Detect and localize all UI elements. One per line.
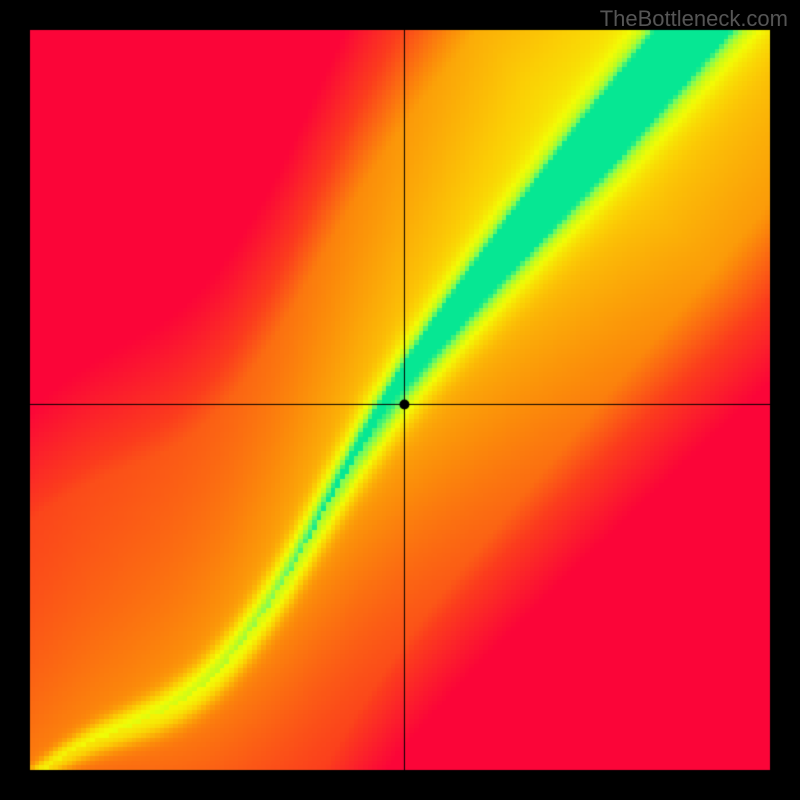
chart-container: TheBottleneck.com [0, 0, 800, 800]
bottleneck-heatmap [0, 0, 800, 800]
watermark-text: TheBottleneck.com [600, 6, 788, 32]
